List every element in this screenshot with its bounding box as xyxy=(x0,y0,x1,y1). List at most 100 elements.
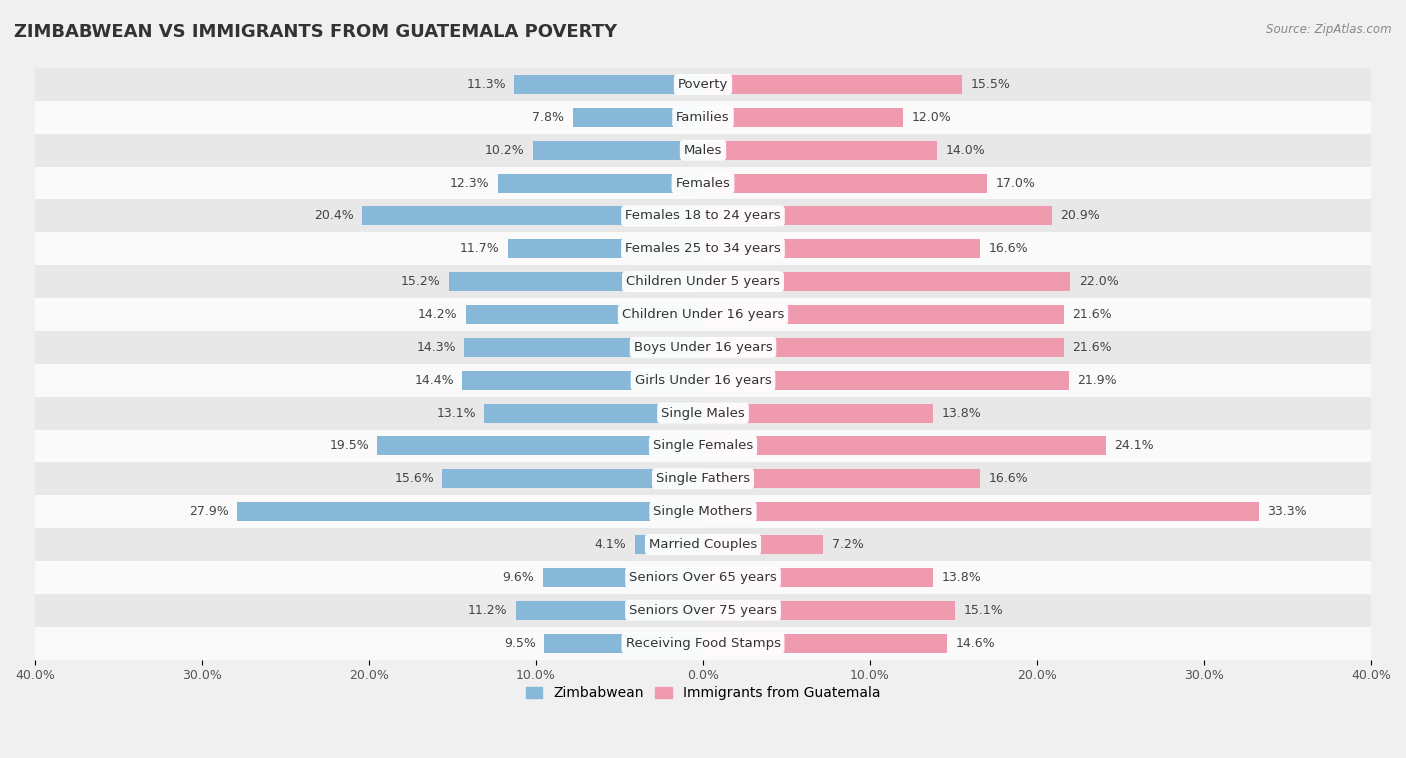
Text: 15.5%: 15.5% xyxy=(970,78,1010,91)
Bar xyxy=(703,634,946,653)
Text: Single Mothers: Single Mothers xyxy=(654,505,752,518)
Bar xyxy=(377,437,703,456)
Bar xyxy=(35,561,1371,594)
Text: Families: Families xyxy=(676,111,730,124)
Text: 17.0%: 17.0% xyxy=(995,177,1035,190)
Bar xyxy=(544,634,703,653)
Text: Females 18 to 24 years: Females 18 to 24 years xyxy=(626,209,780,222)
Bar xyxy=(533,141,703,160)
Text: Seniors Over 65 years: Seniors Over 65 years xyxy=(628,571,778,584)
Bar xyxy=(515,75,703,94)
Text: Females 25 to 34 years: Females 25 to 34 years xyxy=(626,243,780,255)
Bar xyxy=(449,272,703,291)
Bar xyxy=(703,469,980,488)
Text: 21.6%: 21.6% xyxy=(1073,341,1112,354)
Text: 14.3%: 14.3% xyxy=(416,341,456,354)
Bar xyxy=(238,502,703,522)
Text: 27.9%: 27.9% xyxy=(188,505,229,518)
Bar xyxy=(35,594,1371,627)
Bar xyxy=(508,240,703,258)
Bar xyxy=(35,133,1371,167)
Bar xyxy=(35,298,1371,331)
Bar xyxy=(703,600,955,620)
Text: 15.1%: 15.1% xyxy=(963,603,1004,617)
Bar xyxy=(363,206,703,225)
Text: Girls Under 16 years: Girls Under 16 years xyxy=(634,374,772,387)
Text: 21.6%: 21.6% xyxy=(1073,308,1112,321)
Bar xyxy=(35,331,1371,364)
Bar xyxy=(498,174,703,193)
Text: 9.5%: 9.5% xyxy=(505,637,536,650)
Text: 7.2%: 7.2% xyxy=(831,538,863,551)
Bar xyxy=(703,206,1052,225)
Bar xyxy=(703,535,824,554)
Text: Boys Under 16 years: Boys Under 16 years xyxy=(634,341,772,354)
Text: 7.8%: 7.8% xyxy=(533,111,564,124)
Bar xyxy=(703,437,1105,456)
Text: 11.3%: 11.3% xyxy=(467,78,506,91)
Bar xyxy=(35,68,1371,101)
Text: 12.0%: 12.0% xyxy=(911,111,952,124)
Text: 13.8%: 13.8% xyxy=(942,406,981,420)
Bar xyxy=(35,495,1371,528)
Text: 10.2%: 10.2% xyxy=(485,144,524,157)
Text: 20.4%: 20.4% xyxy=(314,209,354,222)
Text: 12.3%: 12.3% xyxy=(450,177,489,190)
Bar xyxy=(35,233,1371,265)
Text: Males: Males xyxy=(683,144,723,157)
Bar xyxy=(35,627,1371,659)
Text: 19.5%: 19.5% xyxy=(329,440,368,453)
Bar xyxy=(35,528,1371,561)
Text: Females: Females xyxy=(675,177,731,190)
Text: Single Fathers: Single Fathers xyxy=(657,472,749,485)
Bar xyxy=(703,272,1070,291)
Bar xyxy=(35,101,1371,133)
Bar xyxy=(35,199,1371,233)
Bar xyxy=(484,403,703,423)
Text: Receiving Food Stamps: Receiving Food Stamps xyxy=(626,637,780,650)
Text: 13.1%: 13.1% xyxy=(436,406,475,420)
Bar xyxy=(35,396,1371,430)
Text: 4.1%: 4.1% xyxy=(595,538,626,551)
Text: Poverty: Poverty xyxy=(678,78,728,91)
Text: 20.9%: 20.9% xyxy=(1060,209,1099,222)
Bar xyxy=(543,568,703,587)
Text: 24.1%: 24.1% xyxy=(1114,440,1153,453)
Text: 13.8%: 13.8% xyxy=(942,571,981,584)
Text: Seniors Over 75 years: Seniors Over 75 years xyxy=(628,603,778,617)
Text: 15.2%: 15.2% xyxy=(401,275,441,288)
Text: 16.6%: 16.6% xyxy=(988,472,1028,485)
Text: 11.7%: 11.7% xyxy=(460,243,499,255)
Bar xyxy=(634,535,703,554)
Bar xyxy=(443,469,703,488)
Legend: Zimbabwean, Immigrants from Guatemala: Zimbabwean, Immigrants from Guatemala xyxy=(520,681,886,706)
Bar xyxy=(703,338,1064,357)
Bar xyxy=(703,568,934,587)
Bar xyxy=(703,502,1260,522)
Text: 16.6%: 16.6% xyxy=(988,243,1028,255)
Bar xyxy=(703,174,987,193)
Bar xyxy=(464,338,703,357)
Bar xyxy=(703,240,980,258)
Bar xyxy=(35,462,1371,495)
Bar xyxy=(703,403,934,423)
Bar xyxy=(35,167,1371,199)
Text: Source: ZipAtlas.com: Source: ZipAtlas.com xyxy=(1267,23,1392,36)
Bar xyxy=(703,141,936,160)
Text: Single Males: Single Males xyxy=(661,406,745,420)
Text: 33.3%: 33.3% xyxy=(1268,505,1308,518)
Text: 14.2%: 14.2% xyxy=(418,308,457,321)
Text: ZIMBABWEAN VS IMMIGRANTS FROM GUATEMALA POVERTY: ZIMBABWEAN VS IMMIGRANTS FROM GUATEMALA … xyxy=(14,23,617,41)
Bar xyxy=(703,108,904,127)
Text: 15.6%: 15.6% xyxy=(394,472,434,485)
Text: 21.9%: 21.9% xyxy=(1077,374,1116,387)
Bar xyxy=(465,305,703,324)
Text: Children Under 16 years: Children Under 16 years xyxy=(621,308,785,321)
Bar xyxy=(703,371,1069,390)
Bar xyxy=(35,265,1371,298)
Bar xyxy=(572,108,703,127)
Text: 14.6%: 14.6% xyxy=(955,637,995,650)
Text: 14.4%: 14.4% xyxy=(415,374,454,387)
Text: Married Couples: Married Couples xyxy=(650,538,756,551)
Text: Children Under 5 years: Children Under 5 years xyxy=(626,275,780,288)
